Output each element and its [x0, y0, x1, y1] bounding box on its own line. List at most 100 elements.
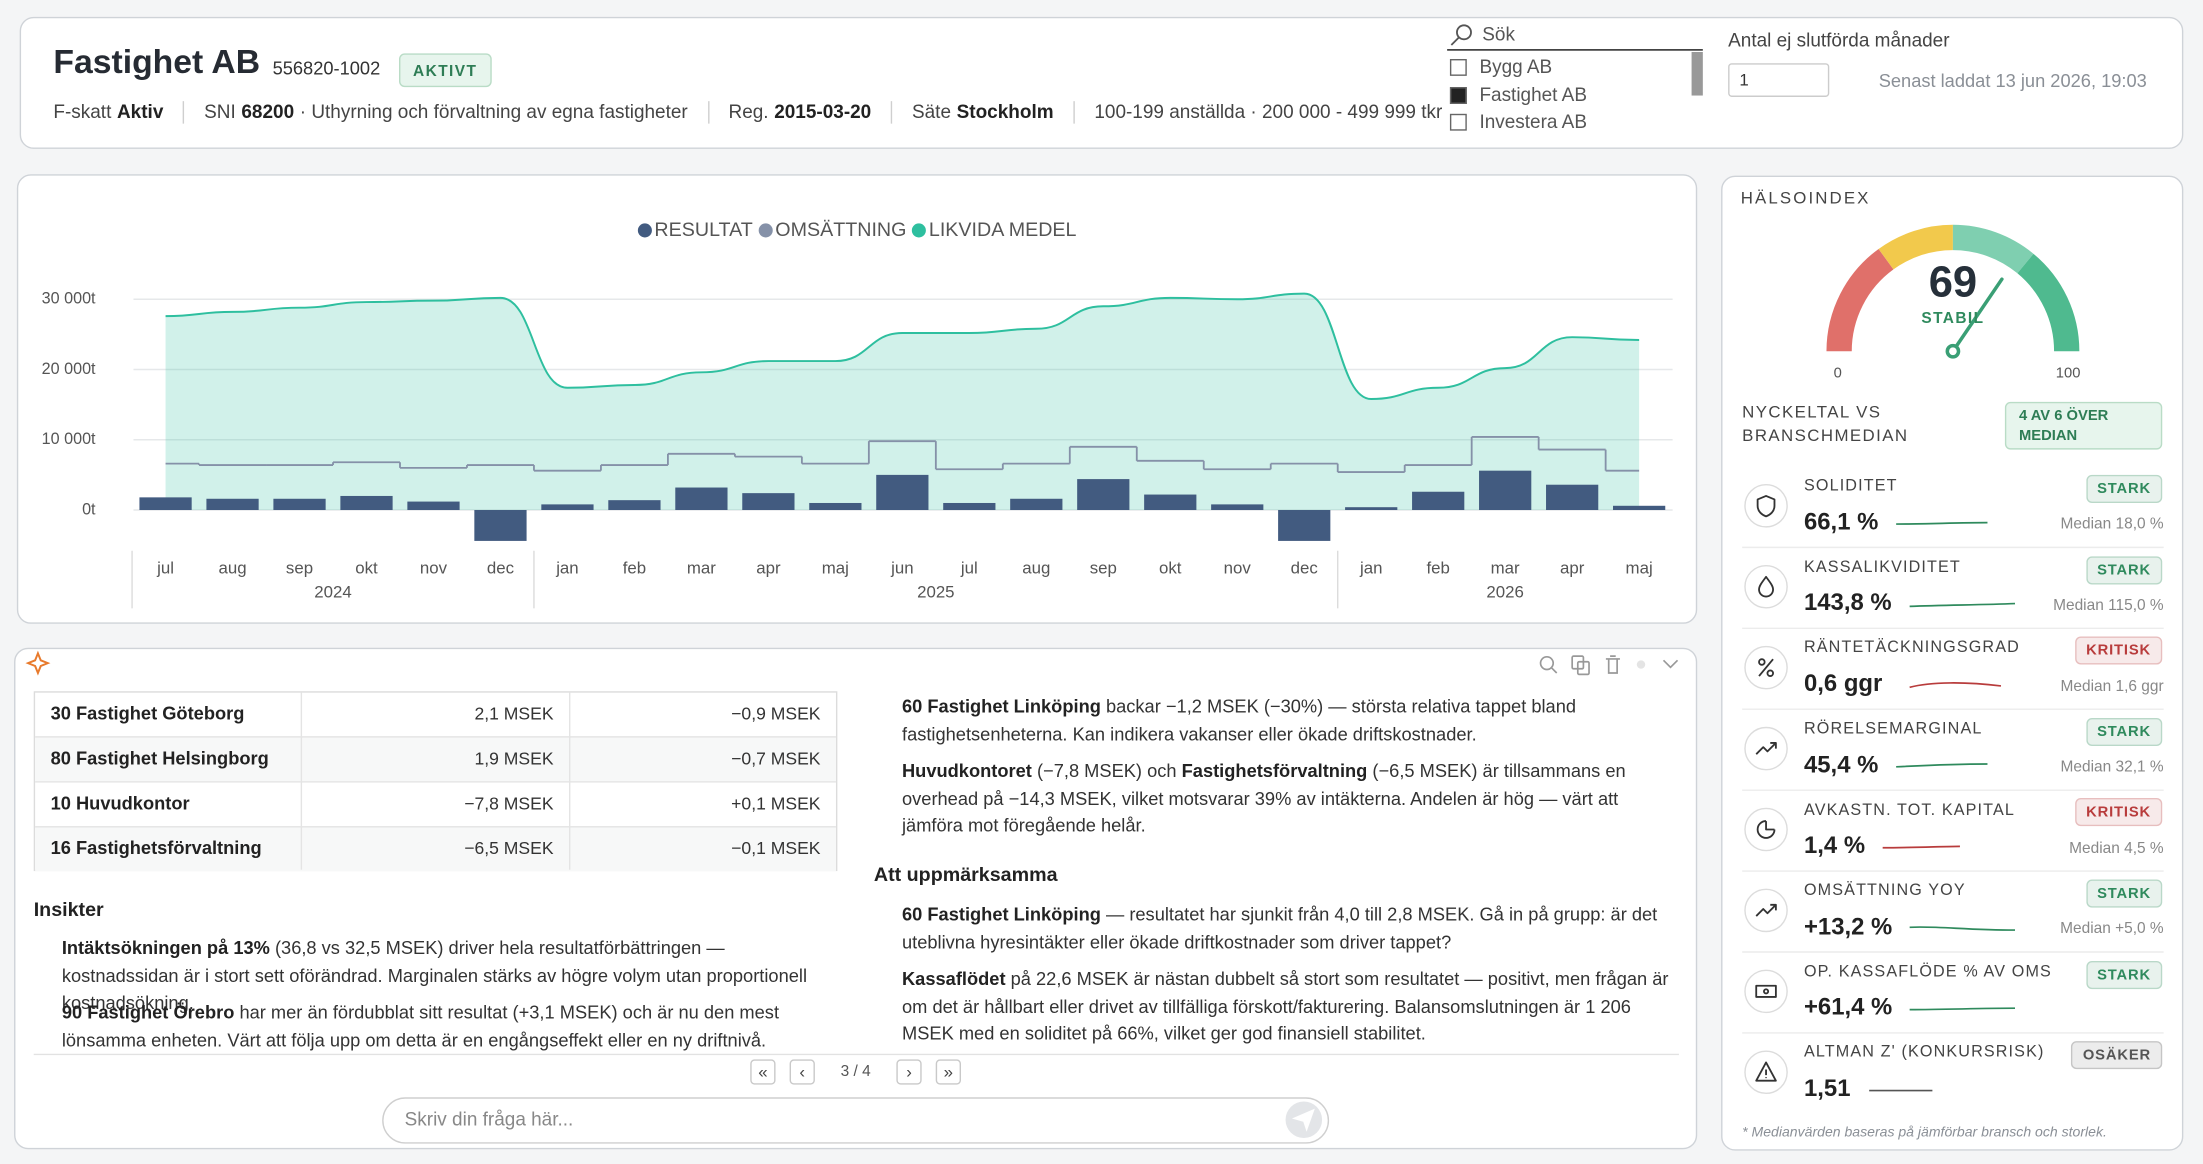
kpi-status-badge: KRITISK — [2074, 636, 2163, 665]
fact-value: 68200 — [241, 101, 295, 123]
legend-label: RESULTAT — [654, 217, 753, 241]
x-tick-label: jul — [156, 558, 174, 577]
kpi-status-badge: STARK — [2085, 960, 2163, 989]
bar — [1613, 505, 1666, 511]
fact-label: Säte — [911, 101, 952, 123]
kpi-sparkline — [1896, 763, 1988, 768]
gauge-zone — [1826, 248, 1894, 352]
kpi-sparkline — [1909, 682, 2002, 689]
pager-button[interactable]: › — [896, 1059, 922, 1085]
gauge-status: STABIL — [1921, 310, 1984, 327]
option-checkbox[interactable] — [1449, 114, 1467, 131]
x-tick-label: mar — [1491, 558, 1520, 577]
bar — [1412, 491, 1465, 511]
kpi-icon — [1758, 575, 1774, 598]
unit-name: 30 Fastighet Göteborg — [50, 702, 245, 724]
gauge-zone — [1952, 224, 2034, 274]
x-tick-label: jun — [890, 558, 913, 577]
insight-text: (−7,8 MSEK) och — [1031, 760, 1182, 782]
bar — [340, 495, 393, 511]
page-indicator: 3 / 4 — [840, 1063, 871, 1081]
kpi-median: Median 18,0 % — [2060, 516, 2164, 534]
kpi-median: Median 1,6 ggr — [2060, 678, 2164, 695]
bar — [1211, 504, 1264, 511]
scrollbar[interactable] — [1691, 51, 1703, 96]
x-tick-label: feb — [623, 558, 646, 577]
fact-value: Aktiv — [116, 101, 164, 123]
gauge-max: 100 — [2056, 366, 2081, 382]
fact: Säte Stockholm — [890, 101, 1054, 124]
year-label: 2026 — [1486, 582, 1523, 601]
pager-button[interactable]: » — [935, 1059, 962, 1085]
fact-text: · Uthyrning och förvaltning av egna fast… — [299, 101, 688, 123]
y-tick-label: 0t — [82, 500, 96, 518]
org-number: 556820-1002 — [272, 57, 381, 79]
insight-paragraph: Huvudkontoret (−7,8 MSEK) och Fastighets… — [902, 757, 1683, 839]
legend-swatch — [758, 223, 773, 238]
x-tick-label: mar — [687, 558, 716, 577]
chat-input-box[interactable] — [382, 1097, 1330, 1144]
insights-heading: Insikter — [33, 897, 104, 920]
option-label[interactable]: Bygg AB — [1479, 56, 1553, 78]
option-label[interactable]: Investera AB — [1479, 111, 1587, 133]
kpi-status-badge: OSÄKER — [2071, 1041, 2163, 1070]
row-divider — [35, 736, 836, 738]
legend-label: LIKVIDA MEDEL — [928, 217, 1077, 241]
pager-button[interactable]: ‹ — [789, 1059, 815, 1085]
x-tick-label: jul — [960, 558, 978, 577]
insight-paragraph: 90 Fastighet Örebro har mer än fördubbla… — [62, 999, 843, 1054]
insight-emphasis: Huvudkontoret — [901, 760, 1032, 782]
bar — [1077, 479, 1130, 511]
chat-input-placeholder[interactable]: Skriv din fråga här... — [404, 1108, 574, 1130]
kpi-sparkline — [1909, 602, 2016, 608]
x-tick-label: sep — [1090, 558, 1117, 577]
legend-item[interactable]: LIKVIDA MEDEL — [912, 218, 1076, 240]
col-divider — [569, 692, 571, 870]
months-input-box[interactable] — [1728, 63, 1830, 97]
option-checkbox[interactable] — [1449, 86, 1467, 104]
last-loaded: Senast laddat 13 jun 2026, 19:03 — [1878, 70, 2147, 92]
assistant-icon — [25, 650, 51, 676]
insight-emphasis: 60 Fastighet Linköping — [901, 695, 1101, 717]
insight-text: — resultatet har sjunkit från 4,0 till 2… — [901, 903, 1658, 952]
fact: 100-199 anställda · 200 000 - 499 999 tk… — [1073, 101, 1442, 124]
bar — [1546, 484, 1599, 511]
kpi-name: SOLIDITET — [1803, 477, 1898, 495]
table-row-bg — [35, 736, 836, 782]
insight-paragraph: Kassaflödet på 22,6 MSEK är nästan dubbe… — [902, 965, 1683, 1047]
kpi-median: Median 4,5 % — [2069, 839, 2164, 857]
kpi-median: Median 115,0 % — [2053, 597, 2164, 614]
fact-label: F-skatt — [53, 101, 112, 123]
kpi-value: 1,4 % — [1803, 832, 1866, 859]
bar — [1144, 494, 1197, 511]
insight-emphasis: 90 Fastighet Örebro — [61, 1001, 235, 1023]
fact: F-skatt Aktiv — [53, 101, 163, 123]
kpi-sparkline — [1882, 845, 1960, 849]
option-label[interactable]: Fastighet AB — [1479, 83, 1587, 105]
x-tick-label: dec — [1291, 558, 1318, 577]
legend-item[interactable]: OMSÄTTNING — [758, 218, 906, 240]
bar — [1010, 498, 1063, 511]
kpi-icon — [1756, 495, 1776, 518]
kpi-name: RÖRELSEMARGINAL — [1803, 720, 1983, 738]
pager-button[interactable]: « — [750, 1059, 776, 1085]
area — [165, 293, 1640, 511]
x-tick-label: okt — [1159, 558, 1182, 577]
months-value[interactable]: 1 — [1739, 69, 1749, 90]
kpi-status-badge: STARK — [2085, 879, 2163, 908]
insight-emphasis: Kassaflödet — [901, 968, 1006, 990]
kpi-value: +61,4 % — [1803, 993, 1893, 1021]
x-tick-label: apr — [1560, 558, 1585, 577]
kpi-median: Median 32,1 % — [2060, 758, 2164, 776]
legend-item[interactable]: RESULTAT — [637, 217, 753, 241]
kpi-icon — [1756, 820, 1776, 839]
kpi-name: RÄNTETÄCKNINGSGRAD — [1803, 639, 2020, 657]
x-tick-label: aug — [1022, 558, 1050, 577]
search-placeholder[interactable]: Sök — [1482, 23, 1515, 45]
toolbar-icons[interactable] — [1539, 655, 1679, 676]
option-checkbox[interactable] — [1449, 59, 1467, 76]
insight-emphasis: Fastighetsförvaltning — [1181, 760, 1368, 782]
kpi-title: NYCKELTAL VS BRANSCHMEDIAN — [1742, 401, 1909, 446]
